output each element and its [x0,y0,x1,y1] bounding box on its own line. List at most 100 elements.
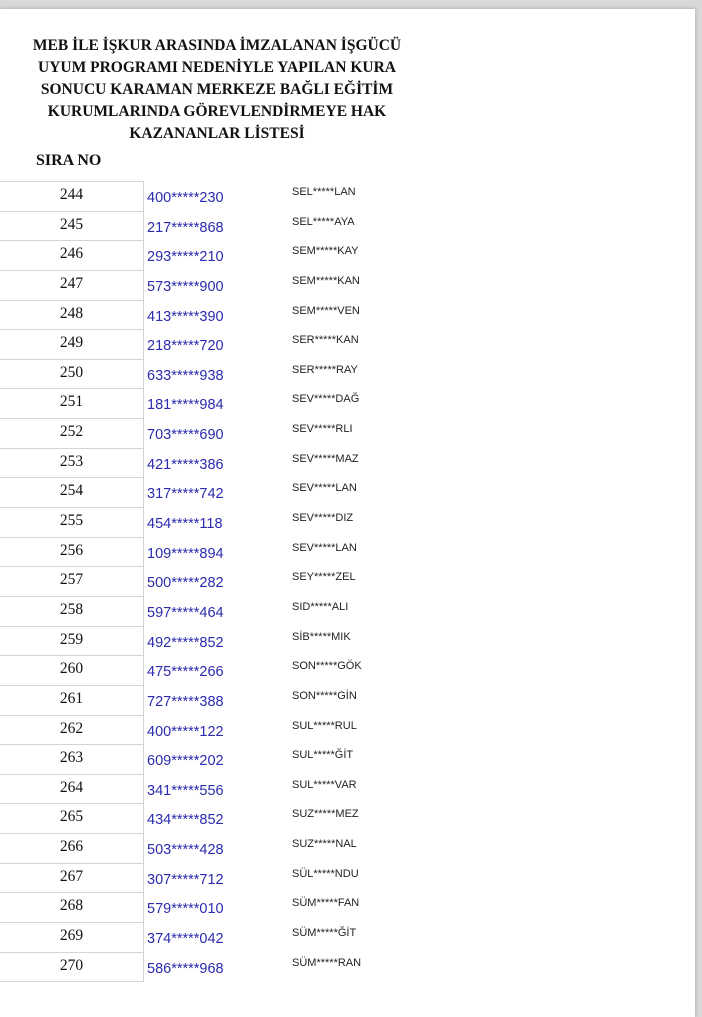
sira-no-cell: 252 [0,418,144,449]
masked-id: 293*****210 [147,249,224,266]
table-row: 258 597*****464 SID*****ALI [0,595,420,627]
masked-id: 374*****042 [147,931,224,948]
masked-name: SER*****RAY [292,363,358,376]
table-row: 252 703*****690 SEV*****RLI [0,418,420,449]
table-row: 259 492*****852 SİB*****MIK [0,625,420,657]
masked-id: 218*****720 [147,338,224,355]
sira-no-cell: 251 [0,388,144,420]
table-row: 244 400*****230 SEL*****LAN [0,181,420,212]
table-row: 270 586*****968 SÜM*****RAN [0,951,420,983]
masked-id: 434*****852 [147,812,224,829]
masked-name: SUL*****VAR [292,778,357,791]
sira-no-cell: 250 [0,358,144,390]
sira-no-cell: 246 [0,240,144,271]
masked-name: SEV*****RLI [292,423,353,436]
sira-no-cell: 258 [0,595,144,627]
title-line: UYUM PROGRAMI NEDENİYLE YAPILAN KURA [38,59,396,76]
masked-name: SÜM*****FAN [292,897,360,910]
table-row: 249 218*****720 SER*****KAN [0,329,420,360]
masked-id: 609*****202 [147,753,224,770]
table-row: 261 727*****388 SON*****GİN [0,684,420,716]
table-row: 267 307*****712 SÜL*****NDU [0,862,420,894]
column-header-sira-no: SIRA NO [36,152,102,169]
table-row: 268 579*****010 SÜM*****FAN [0,892,420,924]
masked-name: SEV*****DAĞ [292,393,360,406]
masked-id: 109*****894 [147,545,224,562]
masked-name: SÜM*****ĞİT [292,927,357,940]
masked-id: 217*****868 [147,219,224,236]
masked-name: SEV*****LAN [292,482,357,495]
title-line: KAZANANLAR LİSTESİ [129,125,305,142]
masked-id: 181*****984 [147,397,224,414]
masked-id: 317*****742 [147,486,224,503]
sira-no-cell: 270 [0,951,144,983]
masked-name: SEV*****LAN [292,541,357,554]
masked-id: 586*****968 [147,960,224,977]
table-row: 265 434*****852 SUZ*****MEZ [0,803,420,835]
sira-no-cell: 268 [0,892,144,924]
masked-id: 597*****464 [147,604,224,621]
sira-no-cell: 259 [0,625,144,657]
masked-name: SEL*****LAN [292,186,356,198]
sira-no-cell: 253 [0,447,144,479]
masked-id: 579*****010 [147,901,224,918]
masked-name: SEL*****AYA [292,215,355,228]
document-page: MEB İLE İŞKUR ARASINDA İMZALANAN İŞGÜCÜ … [0,9,695,1017]
masked-name: SUZ*****NAL [292,838,357,851]
table-row: 254 317*****742 SEV*****LAN [0,477,420,509]
masked-name: SEM*****KAN [292,274,360,287]
masked-name: SUL*****RUL [292,719,357,732]
sira-no-cell: 266 [0,833,144,864]
masked-name: SUL*****ĞİT [292,749,354,762]
title-line: MEB İLE İŞKUR ARASINDA İMZALANAN İŞGÜCÜ [32,37,402,54]
masked-name: SEM*****VEN [292,304,360,317]
masked-name: SÜL*****NDU [292,867,359,880]
table-row: 251 181*****984 SEV*****DAĞ [0,388,420,420]
sira-no-cell: 260 [0,655,144,686]
sira-no-cell: 249 [0,329,144,360]
table-row: 266 503*****428 SUZ*****NAL [0,833,420,864]
masked-name: SÜM*****RAN [292,956,362,969]
sira-no-cell: 255 [0,507,144,538]
masked-name: SER*****KAN [292,334,359,347]
masked-id: 400*****122 [147,723,224,740]
masked-id: 341*****556 [147,782,224,799]
table-row: 245 217*****868 SEL*****AYA [0,210,420,242]
masked-name: SID*****ALI [292,600,349,613]
masked-name: SİB*****MIK [292,630,351,643]
masked-id: 727*****388 [147,693,224,710]
sira-no-cell: 261 [0,684,144,716]
sira-no-cell: 247 [0,269,144,301]
masked-id: 413*****390 [147,308,224,325]
table-row: 260 475*****266 SON*****GÖK [0,655,420,686]
masked-id: 475*****266 [147,664,224,681]
table-row: 257 500*****282 SEY*****ZEL [0,566,420,597]
masked-name: SEM*****KAY [292,245,359,258]
masked-id: 503*****428 [147,842,224,859]
title-line: KURUMLARINDA GÖREVLENDİRMEYE HAK [47,103,387,120]
masked-id: 500*****282 [147,575,224,592]
table-row: 256 109*****894 SEV*****LAN [0,536,420,568]
masked-id: 421*****386 [147,456,224,473]
table-row: 269 374*****042 SÜM*****ĞİT [0,922,420,953]
table-row: 255 454*****118 SEV*****DIZ [0,507,420,538]
table-row: 246 293*****210 SEM*****KAY [0,240,420,271]
sira-no-cell: 264 [0,773,144,805]
sira-no-cell: 248 [0,299,144,331]
results-table: 244 400*****230 SEL*****LAN 245 217*****868 S… [0,181,420,983]
masked-id: 400*****230 [147,190,224,206]
document-title: MEB İLE İŞKUR ARASINDA İMZALANAN İŞGÜCÜ … [0,35,434,145]
sira-no-cell: 245 [0,210,144,242]
sira-no-cell: 263 [0,744,144,775]
sira-no-cell: 269 [0,922,144,953]
table-row: 253 421*****386 SEV*****MAZ [0,447,420,479]
masked-name: SEV*****DIZ [292,512,354,525]
table-row: 247 573*****900 SEM*****KAN [0,269,420,301]
masked-name: SON*****GÖK [292,660,362,673]
masked-id: 633*****938 [147,367,224,384]
sira-no-cell: 244 [0,181,144,212]
masked-name: SON*****GİN [292,689,357,702]
table-row: 262 400*****122 SUL*****RUL [0,714,420,746]
table-row: 263 609*****202 SUL*****ĞİT [0,744,420,775]
masked-id: 454*****118 [147,516,223,533]
